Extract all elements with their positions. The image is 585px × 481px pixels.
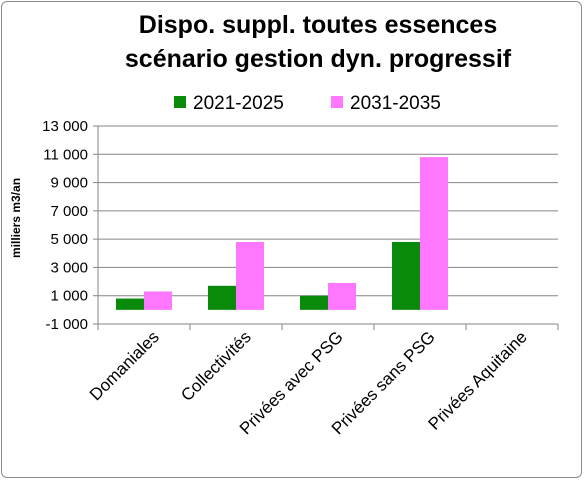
bar-2031-2035-0 — [144, 291, 172, 310]
bar-2031-2035-3 — [420, 157, 448, 310]
chart-title-line-2: scénario gestion dyn. progressif — [125, 45, 512, 73]
y-tick-label: 13 000 — [42, 118, 88, 135]
bars — [116, 157, 448, 310]
legend-swatch-2021-2025 — [174, 96, 186, 108]
y-tick-label: -1 000 — [45, 316, 88, 333]
y-tick-label: 1 000 — [50, 288, 88, 305]
x-category-label: Privées Aquitaine — [424, 327, 530, 433]
bar-2021-2025-3 — [392, 241, 420, 310]
x-category-label: Privées sans PSG — [328, 327, 439, 438]
axes — [93, 125, 559, 330]
y-axis-label: milliers m3/an — [9, 178, 23, 258]
legend-swatch-2031-2035 — [331, 96, 343, 108]
y-tick-label: 3 000 — [50, 259, 88, 276]
legend-label-2031-2035: 2031-2035 — [350, 93, 441, 114]
legend: 2021-2025 2031-2035 — [174, 93, 441, 114]
bar-2031-2035-2 — [328, 282, 356, 310]
y-tick-label: 5 000 — [50, 231, 88, 248]
chart-title-line-1: Dispo. suppl. toutes essences — [139, 11, 497, 39]
legend-label-2021-2025: 2021-2025 — [193, 93, 284, 114]
x-category-label: Collectivités — [177, 327, 255, 405]
bar-2021-2025-2 — [300, 295, 328, 310]
y-tick-label: 9 000 — [50, 175, 88, 192]
gridlines — [98, 125, 558, 325]
x-category-label: Domaniales — [86, 327, 163, 404]
bar-2021-2025-1 — [208, 285, 236, 310]
y-tick-label: 7 000 — [50, 203, 88, 220]
bar-2021-2025-0 — [116, 298, 144, 310]
y-tick-labels: 13 000 11 000 9 000 7 000 5 000 3 000 1 000 -1 … — [42, 118, 88, 333]
y-tick-label: 11 000 — [43, 146, 88, 163]
bar-2031-2035-1 — [236, 241, 264, 310]
